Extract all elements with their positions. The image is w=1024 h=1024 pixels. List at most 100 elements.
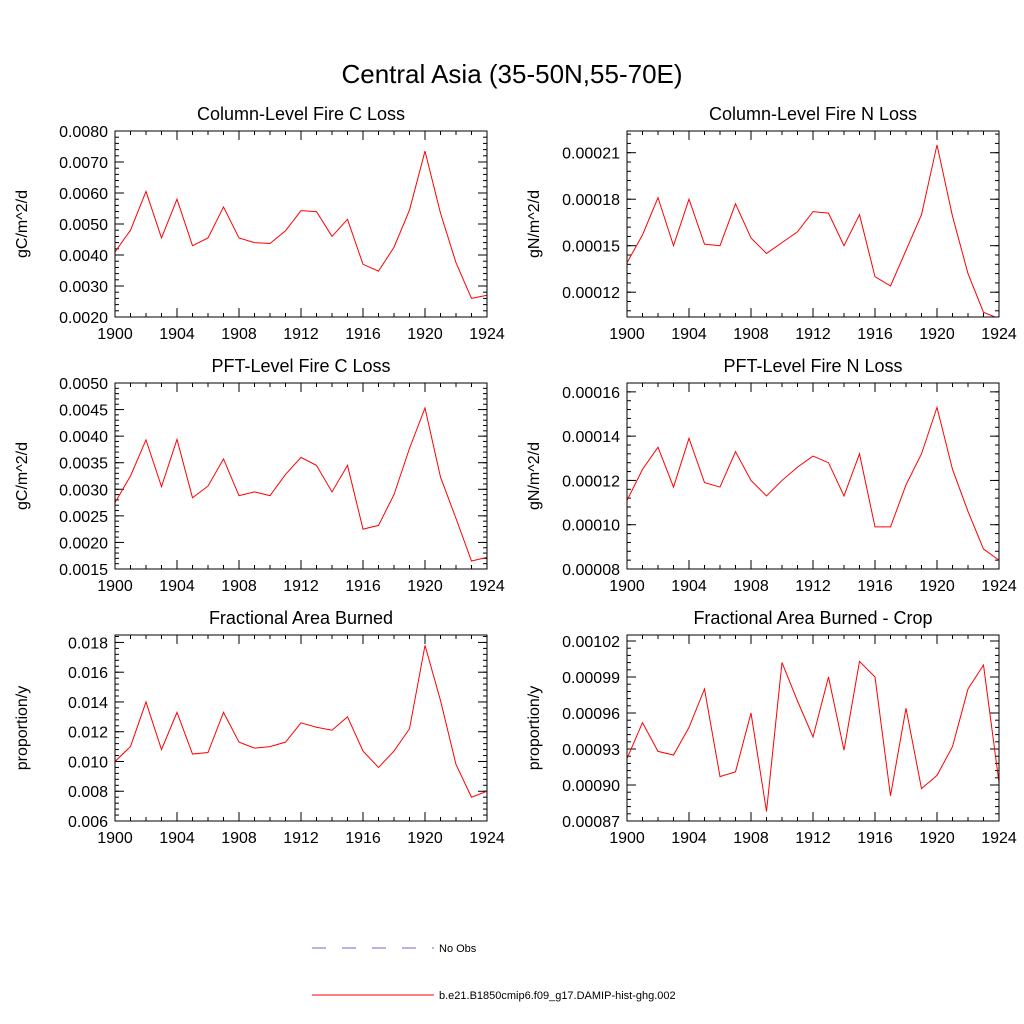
y-axis-label: gC/m^2/d (14, 190, 31, 258)
legend-label-no-obs: No Obs (439, 943, 477, 955)
x-tick-label: 1916 (857, 830, 893, 847)
panel-title: Column-Level Fire C Loss (197, 104, 405, 124)
legend-label-model: b.e21.B1850cmip6.f09_g17.DAMIP-hist-ghg.… (439, 990, 676, 1002)
chart-panel-6: Fractional Area Burned - Crop proportion/… (526, 608, 1017, 847)
x-tick-label: 1908 (221, 326, 257, 343)
x-tick-label: 1908 (221, 578, 257, 595)
x-tick-label: 1900 (609, 578, 645, 595)
y-tick-label: 0.0015 (59, 562, 108, 579)
x-tick-label: 1920 (919, 578, 955, 595)
panel-title: Fractional Area Burned - Crop (693, 608, 932, 628)
y-tick-label: 0.00021 (562, 146, 620, 163)
y-tick-label: 0.00010 (562, 518, 620, 535)
y-tick-label: 0.010 (68, 754, 108, 771)
y-axis-label: proportion/y (14, 686, 31, 771)
x-tick-label: 1904 (159, 830, 195, 847)
y-tick-label: 0.016 (68, 665, 108, 682)
y-tick-label: 0.0020 (59, 535, 108, 552)
panels: Column-Level Fire C Loss gC/m^2/d 1900 1904… (14, 104, 1017, 847)
x-tick-label: 1920 (407, 830, 443, 847)
x-tick-label: 1908 (221, 830, 257, 847)
y-tick-label: 0.012 (68, 725, 108, 742)
y-tick-label: 0.00099 (562, 670, 620, 687)
x-tick-label: 1912 (795, 578, 831, 595)
series-line-1 (115, 406, 487, 562)
y-tick-label: 0.0040 (59, 248, 108, 265)
series-line-1 (627, 144, 997, 317)
series-line-1 (627, 405, 999, 561)
x-tick-label: 1924 (469, 326, 505, 343)
y-tick-label: 0.0070 (59, 155, 108, 172)
x-tick-label: 1908 (733, 830, 769, 847)
y-tick-label: 0.018 (68, 635, 108, 652)
x-tick-label: 1904 (159, 578, 195, 595)
y-tick-label: 0.00096 (562, 706, 620, 723)
x-tick-label: 1920 (407, 326, 443, 343)
x-tick-label: 1904 (671, 830, 707, 847)
x-tick-label: 1900 (97, 830, 133, 847)
x-tick-label: 1912 (283, 578, 319, 595)
y-axis-label: gN/m^2/d (526, 442, 543, 510)
figure-title: Central Asia (35-50N,55-70E) (341, 59, 682, 89)
y-tick-label: 0.0035 (59, 456, 108, 473)
y-tick-label: 0.00018 (562, 192, 620, 209)
y-axis-label: proportion/y (526, 686, 543, 771)
y-tick-label: 0.0025 (59, 509, 108, 526)
y-tick-label: 0.0050 (59, 217, 108, 234)
x-tick-label: 1916 (857, 326, 893, 343)
y-tick-label: 0.006 (68, 814, 108, 831)
x-tick-label: 1920 (919, 326, 955, 343)
y-tick-label: 0.0045 (59, 403, 108, 420)
y-tick-label: 0.00012 (562, 285, 620, 302)
legend: No Obs b.e21.B1850cmip6.f09_g17.DAMIP-hi… (312, 943, 676, 1002)
plot-frame (114, 382, 488, 570)
x-tick-label: 1912 (795, 326, 831, 343)
y-tick-label: 0.014 (68, 695, 108, 712)
y-axis-label: gN/m^2/d (526, 190, 543, 258)
y-tick-label: 0.0080 (59, 124, 108, 141)
x-tick-label: 1904 (671, 326, 707, 343)
x-tick-label: 1912 (283, 326, 319, 343)
x-tick-label: 1912 (795, 830, 831, 847)
panel-title: Column-Level Fire N Loss (709, 104, 917, 124)
y-tick-label: 0.00015 (562, 239, 620, 256)
y-axis-label: gC/m^2/d (14, 442, 31, 510)
x-tick-label: 1920 (407, 578, 443, 595)
x-tick-label: 1924 (469, 830, 505, 847)
series-line-1 (627, 660, 999, 812)
chart-panel-4: PFT-Level Fire N Loss gN/m^2/d 1900 1904 190… (526, 356, 1017, 595)
y-tick-label: 0.00014 (562, 429, 620, 446)
chart-panel-5: Fractional Area Burned proportion/y 1900 19… (14, 608, 505, 847)
plot-frame (114, 130, 488, 318)
y-tick-label: 0.00093 (562, 742, 620, 759)
x-tick-label: 1908 (733, 578, 769, 595)
x-tick-label: 1924 (469, 578, 505, 595)
plot-frame (114, 634, 488, 822)
series-line-1 (115, 645, 487, 798)
panel-title: PFT-Level Fire C Loss (211, 356, 390, 376)
y-tick-label: 0.00090 (562, 778, 620, 795)
x-tick-label: 1900 (97, 326, 133, 343)
x-tick-label: 1912 (283, 830, 319, 847)
x-tick-label: 1924 (981, 326, 1017, 343)
y-tick-label: 0.0030 (59, 482, 108, 499)
y-tick-label: 0.0020 (59, 310, 108, 327)
y-tick-label: 0.008 (68, 784, 108, 801)
x-tick-label: 1916 (345, 830, 381, 847)
x-tick-label: 1900 (97, 578, 133, 595)
y-tick-label: 0.00012 (562, 473, 620, 490)
chart-panel-2: Column-Level Fire N Loss gN/m^2/d 1900 1904… (526, 104, 1017, 343)
chart-panel-3: PFT-Level Fire C Loss gC/m^2/d 1900 1904 190… (14, 356, 505, 595)
x-tick-label: 1900 (609, 326, 645, 343)
y-tick-label: 0.0030 (59, 279, 108, 296)
panel-title: Fractional Area Burned (209, 608, 393, 628)
y-tick-label: 0.00102 (562, 634, 620, 651)
y-tick-label: 0.0060 (59, 186, 108, 203)
x-tick-label: 1900 (609, 830, 645, 847)
plot-frame (626, 634, 1000, 822)
plot-frame (626, 382, 1000, 570)
x-tick-label: 1924 (981, 830, 1017, 847)
x-tick-label: 1920 (919, 830, 955, 847)
x-tick-label: 1916 (345, 326, 381, 343)
y-tick-label: 0.00016 (562, 385, 620, 402)
